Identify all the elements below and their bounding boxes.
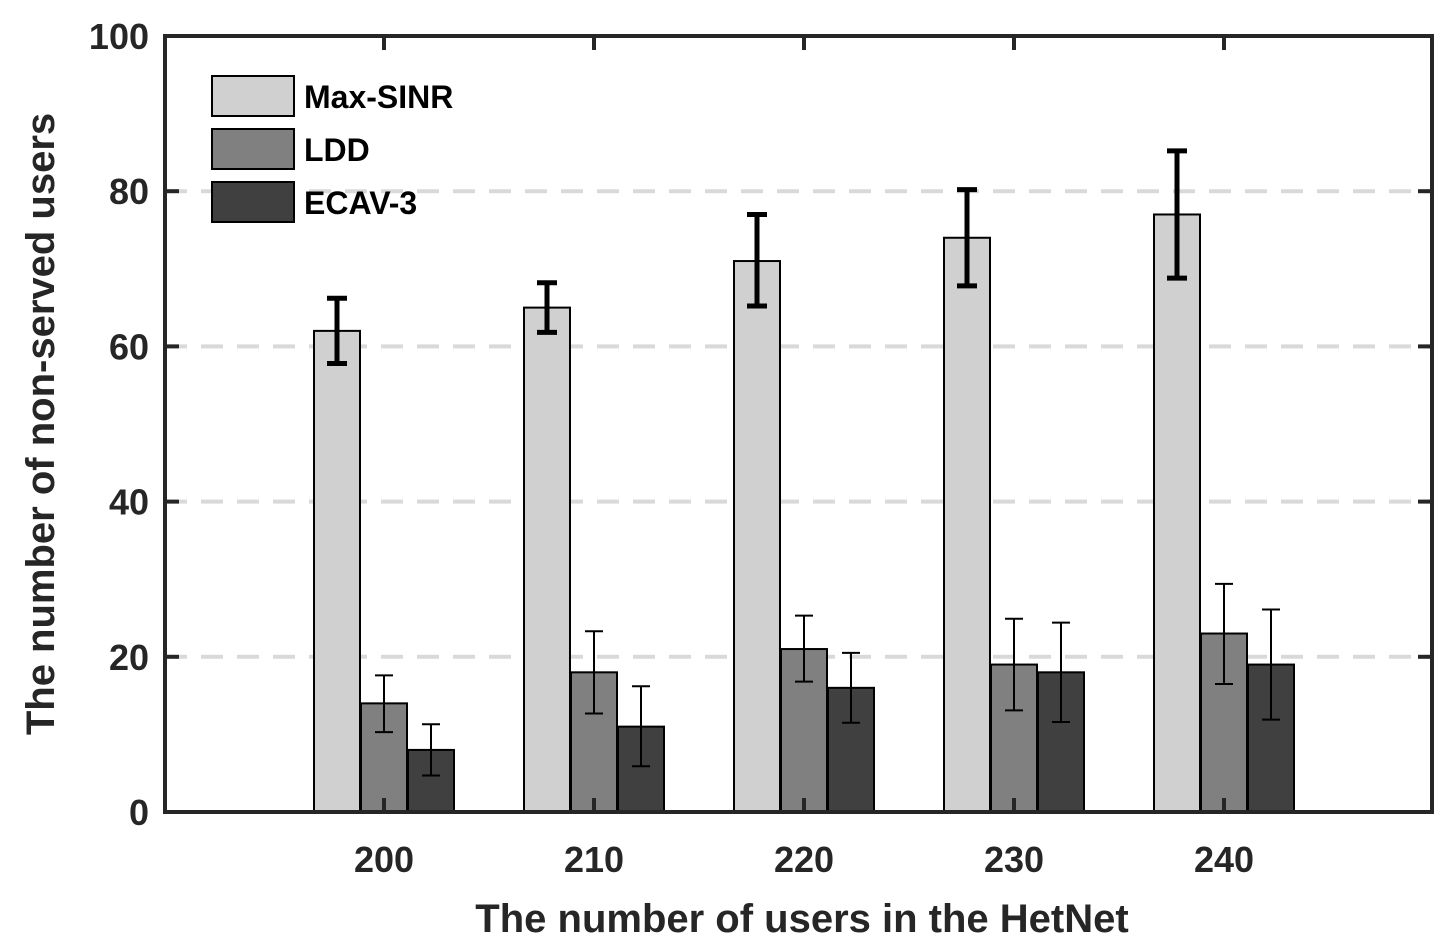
bar-ecav-3-230 [1037,671,1085,813]
legend-swatch-max-sinr [211,75,295,117]
y-tick-label-60: 60 [109,326,149,367]
bar-max-sinr-220 [733,260,781,814]
bar-max-sinr-240 [1153,213,1201,814]
error-bars-layer [327,148,1280,777]
x-tick-label-240: 240 [1194,839,1254,880]
legend-label-ecav-3: ECAV-3 [304,185,417,221]
legend-swatch-ldd [211,128,295,170]
x-tick-label-210: 210 [564,839,624,880]
bar-ecav-3-220 [827,686,875,814]
y-tick-label-0: 0 [129,792,149,833]
bar-max-sinr-230 [943,236,991,813]
x-tick-label-220: 220 [774,839,834,880]
bars-layer [313,213,1295,814]
plot-frame [163,34,1434,814]
x-tick-label-200: 200 [354,839,414,880]
legend-label-max-sinr: Max-SINR [304,79,453,115]
y-tick-label-40: 40 [109,482,149,523]
axes-layer [163,34,1434,814]
legend: Max-SINR LDD ECAV-3 [211,75,453,223]
x-axis-title: The number of users in the HetNet [475,897,1128,941]
y-tick-label-80: 80 [109,171,149,212]
bar-max-sinr-200 [313,329,361,813]
y-axis-title: The number of non-served users [19,113,63,735]
x-tick-label-230: 230 [984,839,1044,880]
ticks-layer: 0 20 40 60 80 100 200 210 220 230 240 [89,16,1432,880]
y-tick-label-20: 20 [109,637,149,678]
bar-max-sinr-210 [523,306,571,813]
legend-swatch-ecav-3 [211,181,295,223]
legend-label-ldd: LDD [304,132,370,168]
y-tick-label-100: 100 [89,16,149,57]
